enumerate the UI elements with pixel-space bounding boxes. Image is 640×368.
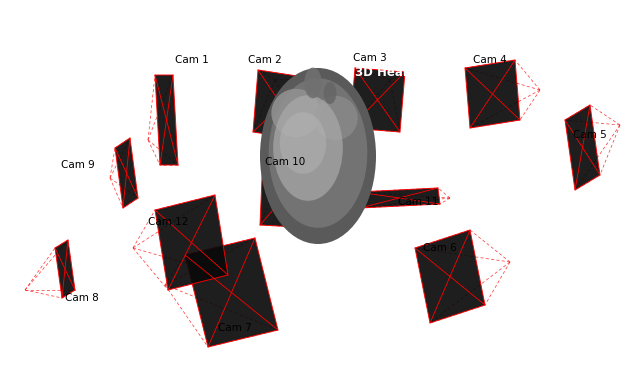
Polygon shape <box>253 70 310 140</box>
Polygon shape <box>155 75 178 165</box>
Text: Cam 2: Cam 2 <box>248 55 282 65</box>
Ellipse shape <box>273 95 343 201</box>
Ellipse shape <box>280 112 326 174</box>
Polygon shape <box>115 138 138 208</box>
Text: Cam 10: Cam 10 <box>265 157 305 167</box>
Text: Cam 9: Cam 9 <box>61 160 95 170</box>
Ellipse shape <box>269 78 367 228</box>
Polygon shape <box>185 238 278 347</box>
Polygon shape <box>415 230 485 323</box>
Polygon shape <box>260 155 318 228</box>
Text: Cam 6: Cam 6 <box>423 243 457 253</box>
Text: 3D Heart: 3D Heart <box>355 66 414 78</box>
Ellipse shape <box>271 89 321 137</box>
Text: Cam 7: Cam 7 <box>218 323 252 333</box>
Text: Cam 5: Cam 5 <box>573 130 607 140</box>
Text: Cam 8: Cam 8 <box>65 293 99 303</box>
Text: Cam 1: Cam 1 <box>175 55 209 65</box>
Polygon shape <box>358 188 440 208</box>
Text: Cam 4: Cam 4 <box>473 55 507 65</box>
Ellipse shape <box>304 68 322 98</box>
Polygon shape <box>465 60 520 128</box>
Text: Cam 12: Cam 12 <box>148 217 188 227</box>
Polygon shape <box>155 195 228 290</box>
Ellipse shape <box>314 96 358 140</box>
Polygon shape <box>565 105 600 190</box>
Ellipse shape <box>324 82 337 104</box>
Polygon shape <box>350 68 405 132</box>
Text: Cam 3: Cam 3 <box>353 53 387 63</box>
Ellipse shape <box>260 68 376 244</box>
Text: Cam 11: Cam 11 <box>398 197 438 207</box>
Polygon shape <box>55 240 75 298</box>
